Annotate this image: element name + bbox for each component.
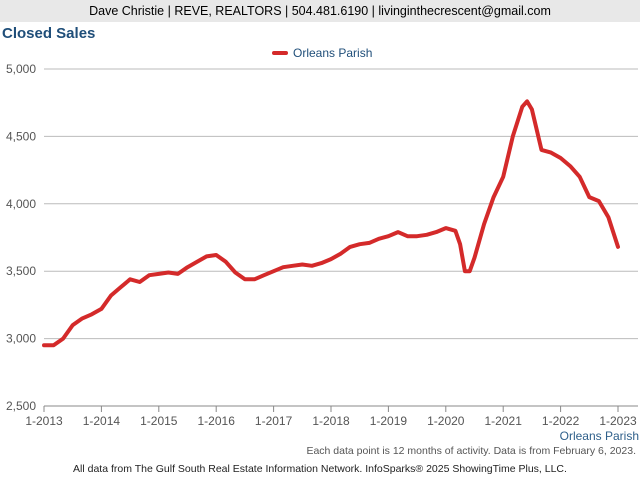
x-axis: 1-2013 1-2014 1-2015 1-2016 1-2017 1-2018 1-20… [25,406,637,428]
data-credit: All data from The Gulf South Real Estate… [73,463,567,475]
legend-label: Orleans Parish [293,46,373,60]
x-tick-label: 1-2018 [312,414,350,428]
chart-grid [44,68,638,407]
x-tick-label: 1-2014 [83,414,121,428]
footnote: Each data point is 12 months of activity… [306,445,636,457]
x-axis-series-label: Orleans Parish [559,429,639,443]
series-line-orleans-parish [42,99,620,348]
y-tick-label: 3,000 [6,332,36,346]
y-axis: 2,500 3,000 3,500 4,000 4,500 5,000 [6,62,36,413]
x-tick-label: 1-2016 [198,414,236,428]
x-tick-label: 1-2023 [599,414,637,428]
x-tick-label: 1-2022 [542,414,580,428]
y-tick-label: 4,500 [6,129,36,143]
y-tick-label: 2,500 [6,399,36,413]
contact-header: Dave Christie | REVE, REALTORS | 504.481… [0,0,640,22]
x-tick-label: 1-2019 [370,414,408,428]
chart-legend[interactable]: Orleans Parish [272,46,372,60]
y-tick-label: 4,000 [6,197,36,211]
x-tick-label: 1-2021 [485,414,523,428]
chart-title: Closed Sales [2,25,96,42]
y-tick-label: 5,000 [6,62,36,76]
x-tick-label: 1-2013 [25,414,63,428]
x-tick-label: 1-2017 [255,414,293,428]
legend-swatch [272,51,288,55]
y-tick-label: 3,500 [6,264,36,278]
series-layer [42,99,620,348]
x-tick-label: 1-2020 [427,414,465,428]
x-tick-label: 1-2015 [140,414,178,428]
